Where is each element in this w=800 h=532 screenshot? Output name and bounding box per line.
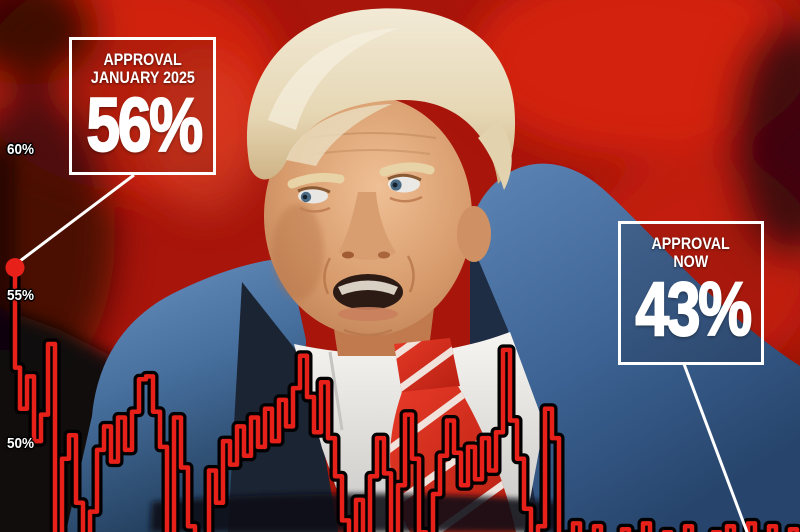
nose: [338, 192, 396, 260]
callout-january-value: 56%: [72, 82, 213, 168]
callout-now-label-line2: NOW: [673, 252, 709, 272]
y-tick-55-label: 55%: [7, 287, 35, 304]
callout-now-label: APPROVAL NOW: [621, 234, 761, 272]
y-tick-60-label: 60%: [7, 141, 35, 158]
callout-january-label-line1: APPROVAL: [103, 50, 182, 69]
hair: [246, 8, 516, 190]
callout-january-value-text: 56%: [86, 82, 205, 168]
callout-january-label: APPROVAL JANUARY 2025: [72, 50, 213, 88]
eyebrow-left: [287, 172, 345, 189]
callout-pointer-now: [682, 363, 749, 532]
approval-line: [12, 265, 800, 532]
callout-approval-january: APPROVAL JANUARY 2025 56%: [69, 37, 216, 175]
eyebrow-right: [379, 162, 435, 177]
y-tick-50-label: 50%: [7, 435, 35, 452]
callout-approval-now: APPROVAL NOW 43%: [618, 221, 764, 365]
callout-now-label-line1: APPROVAL: [651, 234, 731, 253]
y-tick-50: 50%: [7, 435, 37, 453]
y-tick-60: 60%: [7, 141, 37, 159]
y-tick-55: 55%: [7, 287, 37, 305]
callout-january-label-line2: JANUARY 2025: [90, 68, 195, 88]
callout-now-value-text: 43%: [635, 266, 754, 352]
callout-pointer-january: [15, 173, 135, 266]
mouth-open: [333, 274, 403, 321]
callout-now-value: 43%: [621, 266, 761, 352]
start-marker-dot: [5, 258, 25, 278]
ear: [457, 206, 491, 262]
eyes: [297, 173, 423, 213]
